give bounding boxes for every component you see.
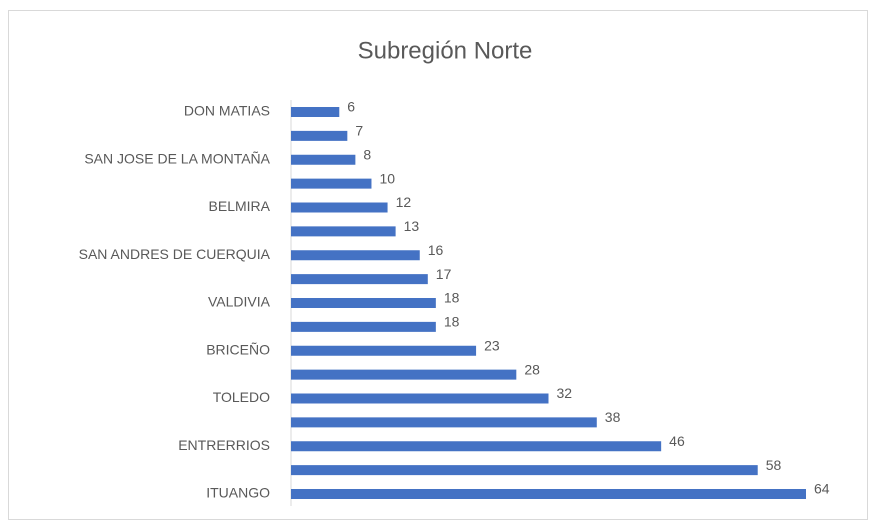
category-label: BRICEÑO: [206, 341, 270, 357]
bar: [291, 274, 428, 285]
value-label: 28: [524, 361, 540, 377]
category-label: DON MATIAS: [184, 103, 270, 119]
value-label: 7: [355, 123, 363, 139]
category-label: TOLEDO: [213, 389, 270, 405]
bar: [291, 393, 549, 404]
chart-title: Subregión Norte: [358, 37, 533, 64]
bar: [291, 226, 396, 237]
value-label: 32: [557, 385, 573, 401]
value-label: 6: [347, 99, 355, 115]
bar: [291, 441, 662, 452]
bar: [291, 154, 356, 165]
category-label: SAN JOSE DE LA MONTAÑA: [84, 150, 270, 166]
category-label: ITUANGO: [206, 485, 270, 501]
value-label: 17: [436, 266, 452, 282]
value-label: 18: [444, 314, 460, 330]
value-label: 46: [669, 433, 685, 449]
bar: [291, 417, 597, 428]
value-label: 38: [605, 409, 621, 425]
value-label: 12: [396, 194, 412, 210]
bar: [291, 250, 420, 261]
value-label: 16: [428, 242, 444, 258]
bar: [291, 321, 436, 332]
bar: [291, 345, 477, 356]
category-label: ENTRERRIOS: [178, 437, 270, 453]
value-label: 58: [766, 457, 782, 473]
value-label: 64: [814, 481, 830, 497]
value-label: 18: [444, 290, 460, 306]
bar: [291, 465, 758, 476]
bar: [291, 298, 436, 308]
chart-border: [8, 10, 868, 520]
bar: [291, 107, 340, 117]
value-label: 13: [404, 218, 420, 234]
category-label: VALDIVIA: [208, 294, 271, 310]
category-label: SAN ANDRES DE CUERQUIA: [79, 246, 271, 262]
bar: [291, 130, 348, 141]
value-label: 8: [363, 146, 371, 162]
bar: [291, 369, 517, 380]
bar: [291, 178, 372, 189]
value-label: 23: [484, 337, 500, 353]
bar: [291, 202, 388, 213]
value-label: 10: [379, 170, 395, 186]
category-label: BELMIRA: [209, 198, 271, 214]
bar: [291, 489, 806, 499]
